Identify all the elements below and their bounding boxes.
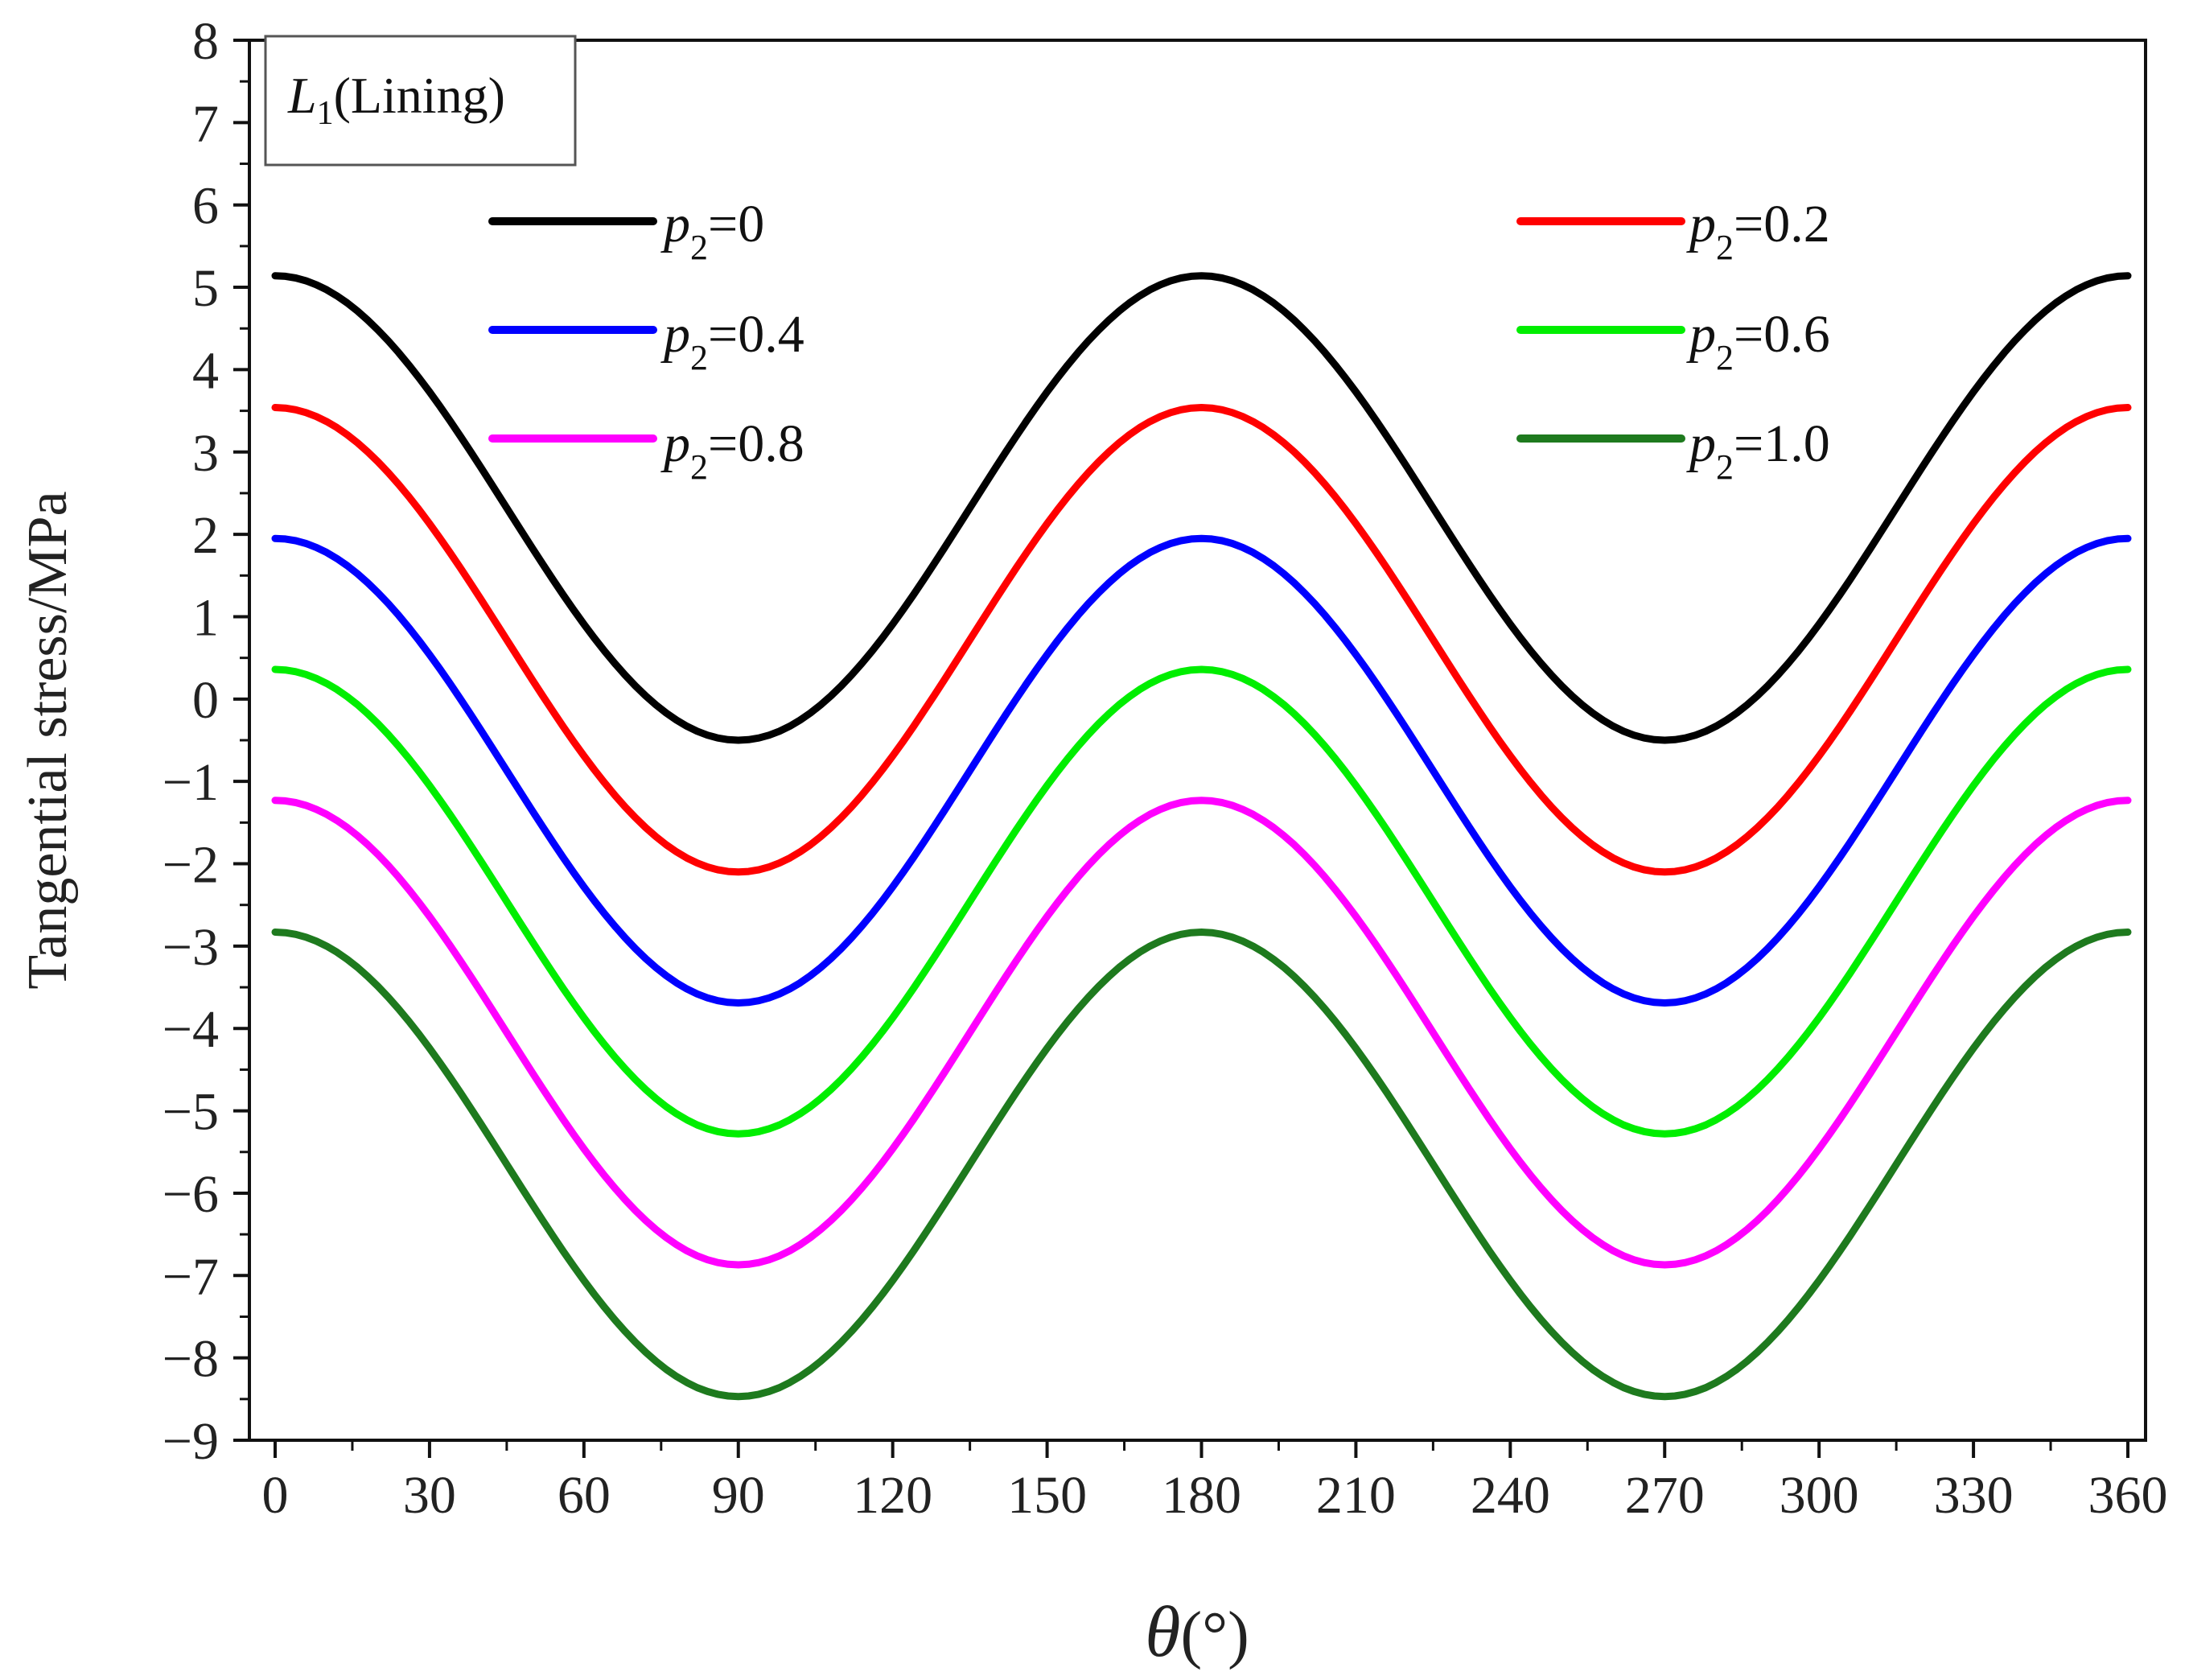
- legend-value: =0.4: [708, 305, 804, 364]
- y-tick-label: −4: [163, 1000, 219, 1059]
- x-tick-label: 270: [1625, 1466, 1705, 1525]
- y-tick-label: −8: [163, 1330, 219, 1389]
- legend-symbol: p: [1686, 414, 1716, 473]
- y-tick-label: 0: [192, 671, 219, 730]
- legend-label: p2=1.0: [1686, 414, 1830, 487]
- y-tick-label: −2: [163, 836, 219, 895]
- y-tick-label: 1: [192, 588, 219, 647]
- y-tick-label: −9: [163, 1412, 219, 1471]
- legend-value: =0.6: [1734, 305, 1830, 364]
- legend-symbol: p: [1686, 305, 1716, 364]
- x-tick-label: 360: [2088, 1466, 2168, 1525]
- y-axis: 8 7 6 5 4 3 2 1 0 −1 −2 −3 −4 −5 −6 −7 −8 −9: [163, 12, 249, 1471]
- series-line-2: [271, 534, 2132, 1007]
- y-tick-label: −1: [163, 753, 219, 812]
- annotation-frame: [264, 35, 577, 167]
- x-tick-label: 180: [1162, 1466, 1241, 1525]
- annotation-text: (Lining): [334, 67, 505, 124]
- x-tick-label: 150: [1007, 1466, 1087, 1525]
- x-tick-label: 60: [558, 1466, 611, 1525]
- x-tick-label: 120: [853, 1466, 932, 1525]
- x-tick-label: 0: [262, 1466, 289, 1525]
- legend-value: =0.8: [708, 414, 804, 473]
- legend-subscript: 2: [1716, 447, 1734, 487]
- x-tick-label: 240: [1471, 1466, 1550, 1525]
- annotation-label: L1(Lining): [287, 67, 505, 132]
- plot-frame: [248, 39, 2147, 1442]
- x-tick-label: 90: [712, 1466, 765, 1525]
- legend-symbol: p: [660, 414, 690, 473]
- legend-symbol: p: [660, 305, 690, 364]
- legend-symbol: p: [660, 195, 690, 253]
- x-axis-unit: (°): [1180, 1600, 1249, 1670]
- series-line-1: [271, 404, 2132, 876]
- y-tick-label: 8: [192, 12, 219, 71]
- annotation-box: L1(Lining): [264, 35, 577, 167]
- y-tick-label: 7: [192, 94, 219, 153]
- y-tick-label: 3: [192, 424, 219, 483]
- y-tick-label: −3: [163, 918, 219, 977]
- legend-label: p2=0.8: [660, 414, 804, 487]
- y-tick-label: −5: [163, 1083, 219, 1142]
- y-tick-label: −7: [163, 1247, 219, 1306]
- legend-subscript: 2: [690, 228, 708, 267]
- x-tick-label: 210: [1316, 1466, 1396, 1525]
- y-tick-label: 4: [192, 341, 219, 400]
- series-line-3: [271, 665, 2132, 1138]
- x-tick-label: 330: [1934, 1466, 2014, 1525]
- y-tick-label: 5: [192, 259, 219, 318]
- legend-symbol: p: [1686, 195, 1716, 253]
- legend-subscript: 2: [1716, 338, 1734, 377]
- series-line-0: [271, 272, 2132, 744]
- x-axis: 0 30 60 90 120 150 180 210 240 270 300 330 360: [262, 1440, 2168, 1525]
- legend-subscript: 2: [690, 338, 708, 377]
- y-tick-label: −6: [163, 1165, 219, 1224]
- series-line-5: [271, 929, 2132, 1401]
- legend-label: p2=0: [660, 195, 764, 267]
- legend-value: =1.0: [1734, 414, 1830, 473]
- y-axis-label: Tangential stress/MPa: [17, 491, 79, 989]
- legend-label: p2=0.4: [660, 305, 804, 377]
- y-tick-label: 6: [192, 177, 219, 236]
- x-axis-label: θ(°): [1145, 1592, 1249, 1672]
- annotation-subscript: 1: [317, 95, 334, 132]
- legend-value: =0.2: [1734, 195, 1830, 253]
- legend-value: =0: [708, 195, 764, 253]
- legend-label: p2=0.6: [1686, 305, 1830, 377]
- legend: p2=0 p2=0.2p2=0.4 p2=0.6p2=0.8 p2=1.0: [488, 195, 1830, 487]
- series-lines: [271, 272, 2132, 1401]
- y-tick-label: 2: [192, 506, 219, 565]
- x-tick-label: 300: [1780, 1466, 1859, 1525]
- x-tick-label: 30: [403, 1466, 456, 1525]
- legend-label: p2=0.2: [1686, 195, 1830, 267]
- legend-subscript: 2: [690, 447, 708, 487]
- annotation-symbol: L: [287, 67, 317, 124]
- x-axis-symbol: θ: [1145, 1592, 1180, 1672]
- series-line-4: [271, 797, 2132, 1269]
- legend-subscript: 2: [1716, 228, 1734, 267]
